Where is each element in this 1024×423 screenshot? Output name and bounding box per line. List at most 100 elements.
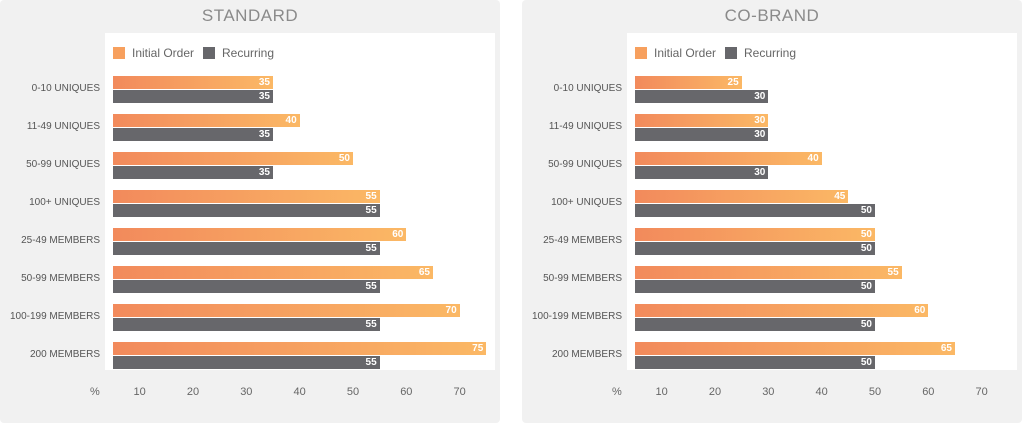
data-label: 50 bbox=[860, 243, 872, 254]
category-label: 25-49 MEMBERS bbox=[21, 235, 100, 246]
legend-label: Initial Order bbox=[654, 46, 717, 60]
bar-initial-order bbox=[635, 266, 902, 279]
category-label: 50-99 MEMBERS bbox=[21, 273, 100, 284]
data-label: 70 bbox=[445, 305, 457, 316]
data-label: 65 bbox=[418, 267, 430, 278]
data-label: 30 bbox=[754, 115, 766, 126]
x-tick-label: 40 bbox=[293, 386, 306, 398]
category-label: 100-199 MEMBERS bbox=[531, 311, 622, 322]
legend-label: Recurring bbox=[222, 46, 275, 60]
data-label: 55 bbox=[365, 243, 377, 254]
x-tick-label: 30 bbox=[762, 386, 775, 398]
data-label: 30 bbox=[754, 129, 766, 140]
category-label: 200 MEMBERS bbox=[551, 349, 622, 360]
x-tick-label: 30 bbox=[240, 386, 253, 398]
data-label: 60 bbox=[392, 229, 404, 240]
x-axis-unit: % bbox=[612, 386, 622, 398]
data-label: 75 bbox=[472, 343, 484, 354]
bar-initial-order bbox=[635, 304, 929, 317]
data-label: 45 bbox=[834, 191, 846, 202]
bar-recurring bbox=[635, 90, 769, 103]
category-label: 0-10 UNIQUES bbox=[553, 83, 622, 94]
data-label: 55 bbox=[365, 319, 377, 330]
data-label: 35 bbox=[258, 129, 270, 140]
data-label: 50 bbox=[860, 281, 872, 292]
data-label: 35 bbox=[258, 91, 270, 102]
bar-recurring bbox=[635, 166, 769, 179]
legend-swatch-initial-order bbox=[113, 47, 125, 59]
data-label: 65 bbox=[940, 343, 952, 354]
legend-item-initial-order: Initial Order bbox=[635, 46, 716, 60]
data-label: 35 bbox=[258, 167, 270, 178]
legend-item-recurring: Recurring bbox=[725, 46, 796, 60]
data-label: 50 bbox=[860, 205, 872, 216]
x-tick-label: 60 bbox=[400, 386, 413, 398]
bar-recurring bbox=[635, 318, 875, 331]
x-tick-label: 10 bbox=[655, 386, 668, 398]
legend-swatch-recurring bbox=[203, 47, 215, 59]
x-tick-label: 60 bbox=[922, 386, 935, 398]
data-label: 50 bbox=[338, 153, 350, 164]
category-label: 0-10 UNIQUES bbox=[31, 83, 100, 94]
legend-label: Initial Order bbox=[132, 46, 195, 60]
bar-initial-order bbox=[113, 190, 380, 203]
category-label: 100+ UNIQUES bbox=[551, 197, 622, 208]
legend-item-initial-order: Initial Order bbox=[113, 46, 194, 60]
data-label: 55 bbox=[365, 281, 377, 292]
bar-recurring bbox=[635, 128, 769, 141]
data-label: 55 bbox=[365, 357, 377, 368]
bar-recurring bbox=[635, 356, 875, 369]
x-tick-label: 20 bbox=[708, 386, 722, 398]
bar-initial-order bbox=[113, 228, 407, 241]
x-axis-unit: % bbox=[90, 386, 100, 398]
legend-item-recurring: Recurring bbox=[203, 46, 274, 60]
bar-initial-order bbox=[635, 342, 955, 355]
bar-initial-order bbox=[113, 76, 273, 89]
x-tick-label: 70 bbox=[975, 386, 988, 398]
bar-initial-order bbox=[113, 114, 300, 127]
chart-title: STANDARD bbox=[201, 6, 299, 25]
bar-initial-order bbox=[635, 228, 875, 241]
bar-recurring bbox=[635, 242, 875, 255]
data-label: 30 bbox=[754, 91, 766, 102]
category-label: 11-49 UNIQUES bbox=[26, 121, 100, 132]
bar-initial-order bbox=[113, 266, 433, 279]
x-tick-label: 50 bbox=[868, 386, 882, 398]
category-label: 100-199 MEMBERS bbox=[9, 311, 100, 322]
category-label: 100+ UNIQUES bbox=[29, 197, 100, 208]
category-label: 11-49 UNIQUES bbox=[548, 121, 622, 132]
data-label: 50 bbox=[860, 229, 872, 240]
bar-recurring bbox=[113, 90, 273, 103]
bar-initial-order bbox=[635, 152, 822, 165]
data-label: 25 bbox=[727, 77, 739, 88]
bar-recurring bbox=[635, 280, 875, 293]
bar-recurring bbox=[113, 166, 273, 179]
data-label: 30 bbox=[754, 167, 766, 178]
x-tick-label: 70 bbox=[453, 386, 466, 398]
bar-initial-order bbox=[635, 114, 769, 127]
category-label: 200 MEMBERS bbox=[29, 349, 100, 360]
bar-initial-order bbox=[113, 152, 353, 165]
x-tick-label: 20 bbox=[186, 386, 200, 398]
bar-recurring bbox=[113, 204, 380, 217]
bar-initial-order bbox=[635, 76, 742, 89]
data-label: 55 bbox=[365, 191, 377, 202]
bar-recurring bbox=[113, 280, 380, 293]
category-label: 50-99 MEMBERS bbox=[543, 273, 622, 284]
category-label: 50-99 UNIQUES bbox=[548, 159, 622, 170]
data-label: 40 bbox=[807, 153, 819, 164]
bar-recurring bbox=[113, 318, 380, 331]
x-tick-label: 40 bbox=[815, 386, 828, 398]
x-tick-label: 50 bbox=[346, 386, 360, 398]
legend-label: Recurring bbox=[744, 46, 797, 60]
data-label: 40 bbox=[285, 115, 297, 126]
chart-title: CO-BRAND bbox=[724, 6, 820, 25]
chart-panel-standard: STANDARD Initial Order Recurring % 0-10 … bbox=[0, 0, 500, 423]
bar-recurring bbox=[635, 204, 875, 217]
bar-initial-order bbox=[635, 190, 849, 203]
bar-recurring bbox=[113, 356, 380, 369]
category-label: 25-49 MEMBERS bbox=[543, 235, 622, 246]
data-label: 35 bbox=[258, 77, 270, 88]
data-label: 50 bbox=[860, 319, 872, 330]
bar-initial-order bbox=[113, 342, 487, 355]
